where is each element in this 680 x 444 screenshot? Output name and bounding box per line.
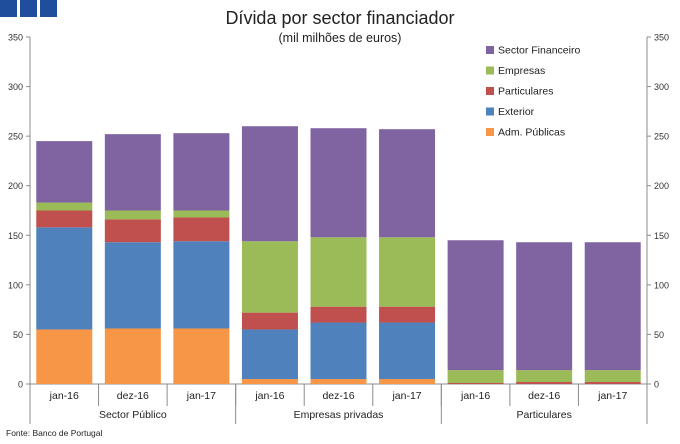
bar-segment bbox=[241, 329, 298, 380]
bar-segment bbox=[447, 383, 504, 384]
x-tick-label: dez-16 bbox=[117, 390, 149, 402]
bar-segment bbox=[310, 306, 367, 323]
bar-segment bbox=[379, 306, 436, 323]
y-tick-label-left: 50 bbox=[13, 330, 23, 340]
legend-label: Empresas bbox=[498, 65, 545, 77]
legend-label: Sector Financeiro bbox=[498, 45, 580, 57]
bar-segment bbox=[173, 217, 230, 242]
bar-segment bbox=[173, 241, 230, 329]
x-tick-label: jan-16 bbox=[254, 390, 284, 402]
bar-segment bbox=[173, 328, 230, 384]
brand-square-icon bbox=[40, 0, 57, 17]
bar-segment bbox=[516, 370, 573, 383]
legend-swatch bbox=[486, 46, 494, 54]
x-tick-label: jan-16 bbox=[460, 390, 490, 402]
y-tick-label-right: 200 bbox=[654, 181, 669, 191]
bar-segment bbox=[516, 382, 573, 384]
bar-segment bbox=[173, 133, 230, 211]
legend-label: Particulares bbox=[498, 86, 553, 98]
y-tick-label-left: 300 bbox=[8, 82, 23, 92]
bar-segment bbox=[36, 141, 93, 203]
brand-square-icon bbox=[0, 0, 17, 17]
y-tick-label-right: 100 bbox=[654, 280, 669, 290]
bar-segment bbox=[584, 370, 641, 383]
y-tick-label-right: 250 bbox=[654, 132, 669, 142]
bar-segment bbox=[584, 242, 641, 371]
y-tick-label-left: 150 bbox=[8, 231, 23, 241]
bar-segment bbox=[379, 129, 436, 238]
x-group-label: Particulares bbox=[516, 409, 571, 421]
x-tick-label: jan-16 bbox=[49, 390, 79, 402]
y-tick-label-right: 50 bbox=[654, 330, 664, 340]
y-tick-label-right: 150 bbox=[654, 231, 669, 241]
legend-swatch bbox=[486, 107, 494, 116]
bar-segment bbox=[104, 328, 161, 384]
bar-segment bbox=[584, 382, 641, 384]
y-tick-label-right: 300 bbox=[654, 82, 669, 92]
bar-segment bbox=[310, 128, 367, 238]
chart-title: Dívida por sector financiador bbox=[225, 8, 455, 28]
bar-segment bbox=[241, 126, 298, 242]
bar-segment bbox=[447, 370, 504, 384]
bar-segment bbox=[104, 219, 161, 243]
bar-segment bbox=[379, 322, 436, 380]
legend-swatch bbox=[486, 87, 494, 95]
bar-segment bbox=[241, 379, 298, 384]
x-tick-label: jan-17 bbox=[391, 390, 421, 402]
bar-segment bbox=[104, 242, 161, 329]
legend-swatch bbox=[486, 66, 494, 75]
legend-swatch bbox=[486, 128, 494, 136]
y-tick-label-left: 350 bbox=[8, 33, 23, 43]
y-tick-label-right: 0 bbox=[654, 380, 659, 390]
x-group-label: Empresas privadas bbox=[294, 409, 384, 421]
bar-segment bbox=[36, 202, 93, 211]
bar-segment bbox=[173, 210, 230, 218]
bar-segment bbox=[379, 379, 436, 384]
x-group-label: Sector Público bbox=[99, 409, 167, 421]
bar-segment bbox=[36, 210, 93, 228]
bar-segment bbox=[104, 210, 161, 220]
brand-square-icon bbox=[20, 0, 37, 17]
x-tick-label: dez-16 bbox=[528, 390, 560, 402]
x-tick-label: jan-17 bbox=[186, 390, 216, 402]
y-tick-label-left: 100 bbox=[8, 280, 23, 290]
legend-label: Adm. Públicas bbox=[498, 127, 565, 139]
legend-label: Exterior bbox=[498, 106, 535, 118]
x-tick-label: jan-17 bbox=[597, 390, 627, 402]
bar-segment bbox=[447, 240, 504, 371]
chart-subtitle: (mil milhões de euros) bbox=[278, 31, 402, 45]
bar-segment bbox=[310, 379, 367, 384]
y-tick-label-left: 200 bbox=[8, 181, 23, 191]
bar-segment bbox=[104, 134, 161, 211]
bar-segment bbox=[516, 242, 573, 371]
y-tick-label-left: 0 bbox=[18, 380, 23, 390]
bar-segment bbox=[241, 241, 298, 313]
bar-segment bbox=[310, 237, 367, 307]
y-tick-label-right: 350 bbox=[654, 33, 669, 43]
bar-segment bbox=[241, 312, 298, 330]
bar-segment bbox=[36, 227, 93, 330]
source-note: Fonte: Banco de Portugal bbox=[6, 428, 103, 438]
bar-segment bbox=[36, 329, 93, 384]
y-tick-label-left: 250 bbox=[8, 132, 23, 142]
x-tick-label: dez-16 bbox=[322, 390, 354, 402]
brand-logo bbox=[0, 0, 57, 17]
bar-segment bbox=[379, 237, 436, 307]
bar-segment bbox=[310, 322, 367, 380]
